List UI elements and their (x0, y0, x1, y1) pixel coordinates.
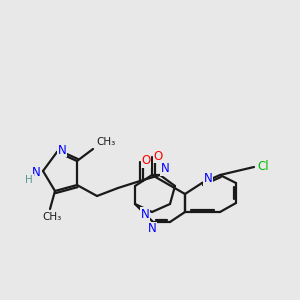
Text: O: O (153, 149, 163, 163)
Text: CH₃: CH₃ (42, 212, 61, 222)
Text: CH₃: CH₃ (96, 137, 115, 147)
Text: Cl: Cl (257, 160, 269, 172)
Text: O: O (141, 154, 151, 167)
Text: N: N (58, 143, 66, 157)
Text: N: N (141, 208, 149, 220)
Text: N: N (32, 166, 40, 178)
Text: N: N (204, 172, 212, 185)
Text: H: H (25, 175, 33, 185)
Text: N: N (148, 223, 156, 236)
Text: N: N (160, 163, 169, 176)
